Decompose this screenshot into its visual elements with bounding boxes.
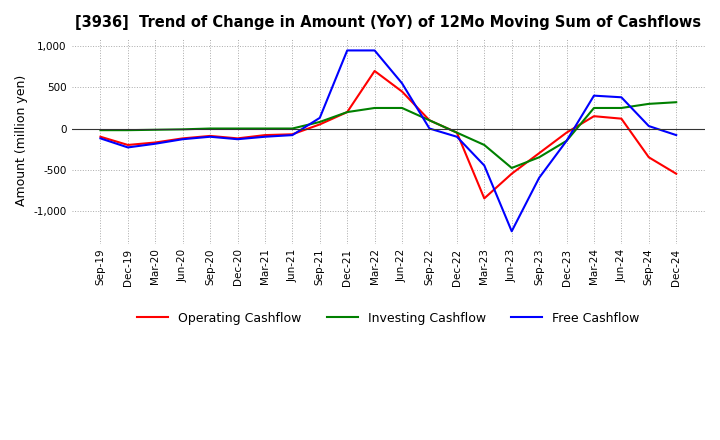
- Operating Cashflow: [480, 196, 489, 201]
- Free Cashflow: [261, 134, 269, 139]
- Investing Cashflow: [562, 138, 571, 143]
- Investing Cashflow: [535, 154, 544, 160]
- Operating Cashflow: [124, 142, 132, 147]
- Investing Cashflow: [261, 126, 269, 131]
- Investing Cashflow: [151, 127, 160, 132]
- Free Cashflow: [397, 81, 406, 86]
- Investing Cashflow: [508, 165, 516, 171]
- Operating Cashflow: [96, 134, 105, 139]
- Investing Cashflow: [124, 128, 132, 133]
- Free Cashflow: [315, 115, 324, 121]
- Title: [3936]  Trend of Change in Amount (YoY) of 12Mo Moving Sum of Cashflows: [3936] Trend of Change in Amount (YoY) o…: [76, 15, 701, 30]
- Investing Cashflow: [96, 128, 105, 133]
- Operating Cashflow: [562, 130, 571, 135]
- Investing Cashflow: [425, 117, 433, 123]
- Operating Cashflow: [590, 114, 598, 119]
- Y-axis label: Amount (million yen): Amount (million yen): [15, 75, 28, 206]
- Free Cashflow: [124, 145, 132, 150]
- Operating Cashflow: [397, 89, 406, 94]
- Free Cashflow: [425, 126, 433, 131]
- Line: Operating Cashflow: Operating Cashflow: [101, 71, 676, 198]
- Investing Cashflow: [179, 127, 187, 132]
- Free Cashflow: [343, 48, 351, 53]
- Free Cashflow: [288, 132, 297, 138]
- Investing Cashflow: [453, 130, 462, 135]
- Free Cashflow: [508, 229, 516, 234]
- Free Cashflow: [96, 136, 105, 141]
- Investing Cashflow: [206, 126, 215, 131]
- Investing Cashflow: [617, 105, 626, 110]
- Operating Cashflow: [179, 136, 187, 141]
- Free Cashflow: [370, 48, 379, 53]
- Legend: Operating Cashflow, Investing Cashflow, Free Cashflow: Operating Cashflow, Investing Cashflow, …: [132, 307, 644, 330]
- Operating Cashflow: [453, 130, 462, 135]
- Operating Cashflow: [233, 136, 242, 141]
- Free Cashflow: [535, 175, 544, 180]
- Free Cashflow: [206, 134, 215, 139]
- Investing Cashflow: [233, 126, 242, 131]
- Investing Cashflow: [644, 101, 653, 106]
- Free Cashflow: [617, 95, 626, 100]
- Investing Cashflow: [480, 142, 489, 147]
- Operating Cashflow: [508, 171, 516, 176]
- Operating Cashflow: [425, 117, 433, 123]
- Operating Cashflow: [370, 68, 379, 73]
- Operating Cashflow: [343, 110, 351, 115]
- Operating Cashflow: [644, 154, 653, 160]
- Investing Cashflow: [288, 126, 297, 131]
- Investing Cashflow: [397, 105, 406, 110]
- Operating Cashflow: [261, 132, 269, 138]
- Line: Free Cashflow: Free Cashflow: [101, 51, 676, 231]
- Free Cashflow: [562, 138, 571, 143]
- Investing Cashflow: [315, 119, 324, 125]
- Free Cashflow: [590, 93, 598, 98]
- Operating Cashflow: [288, 132, 297, 137]
- Investing Cashflow: [343, 110, 351, 115]
- Free Cashflow: [644, 123, 653, 128]
- Operating Cashflow: [206, 133, 215, 139]
- Operating Cashflow: [617, 116, 626, 121]
- Investing Cashflow: [672, 99, 680, 105]
- Operating Cashflow: [151, 140, 160, 145]
- Free Cashflow: [480, 163, 489, 168]
- Free Cashflow: [233, 136, 242, 142]
- Operating Cashflow: [315, 122, 324, 127]
- Line: Investing Cashflow: Investing Cashflow: [101, 102, 676, 168]
- Investing Cashflow: [370, 105, 379, 110]
- Free Cashflow: [179, 136, 187, 142]
- Operating Cashflow: [672, 171, 680, 176]
- Free Cashflow: [672, 132, 680, 138]
- Free Cashflow: [453, 134, 462, 139]
- Investing Cashflow: [590, 105, 598, 110]
- Free Cashflow: [151, 141, 160, 147]
- Operating Cashflow: [535, 150, 544, 156]
